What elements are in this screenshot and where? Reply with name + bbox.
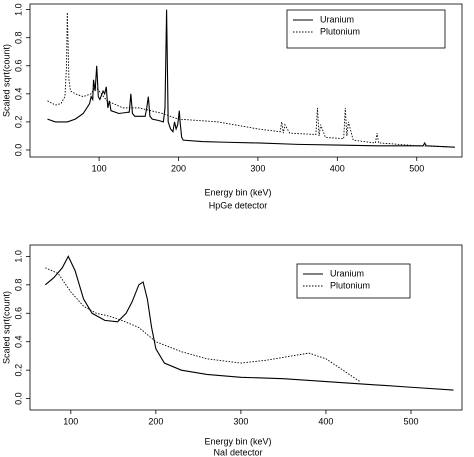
y-tick-label: 0.2	[13, 116, 23, 129]
y-tick-label: 1.0	[13, 3, 23, 16]
x-tick-label: 100	[63, 416, 78, 426]
y-axis-label: Scaled sqrt(count)	[1, 44, 11, 117]
x-tick-label: 500	[403, 416, 418, 426]
y-tick-label: 0.2	[13, 364, 23, 377]
legend-label: Uranium	[330, 268, 364, 278]
y-tick-label: 0.4	[13, 88, 23, 101]
y-tick-label: 0.0	[13, 392, 23, 405]
x-axis-caption: HpGe detector	[209, 200, 268, 210]
y-tick-label: 0.6	[13, 307, 23, 320]
y-axis-label: Scaled sqrt(count)	[1, 291, 11, 364]
legend-label: Plutonium	[330, 280, 370, 290]
series-line	[44, 255, 454, 391]
series-line	[47, 12, 455, 148]
plot-frame	[29, 244, 463, 411]
x-axis-label: Energy bin (keV)	[204, 187, 271, 197]
x-axis-label: Energy bin (keV)	[204, 436, 271, 446]
series-line	[47, 9, 455, 148]
x-tick-label: 500	[409, 163, 424, 173]
y-tick-label: 0.0	[13, 144, 23, 157]
y-tick-label: 0.8	[13, 279, 23, 292]
x-tick-label: 200	[148, 416, 163, 426]
y-tick-label: 1.0	[13, 250, 23, 263]
x-axis-caption: NaI detector	[213, 447, 262, 457]
series-line	[45, 267, 361, 382]
y-tick-label: 0.6	[13, 60, 23, 73]
x-tick-label: 300	[250, 163, 265, 173]
x-tick-label: 400	[330, 163, 345, 173]
legend-box	[296, 263, 411, 299]
plot-frame	[29, 3, 463, 158]
legend-box	[286, 9, 446, 49]
legend-label: Plutonium	[320, 26, 360, 36]
y-tick-label: 0.4	[13, 335, 23, 348]
legend-label: Uranium	[320, 14, 354, 24]
x-tick-label: 200	[171, 163, 186, 173]
x-tick-label: 400	[318, 416, 333, 426]
x-tick-label: 300	[233, 416, 248, 426]
x-tick-label: 100	[92, 163, 107, 173]
y-tick-label: 0.8	[13, 31, 23, 44]
